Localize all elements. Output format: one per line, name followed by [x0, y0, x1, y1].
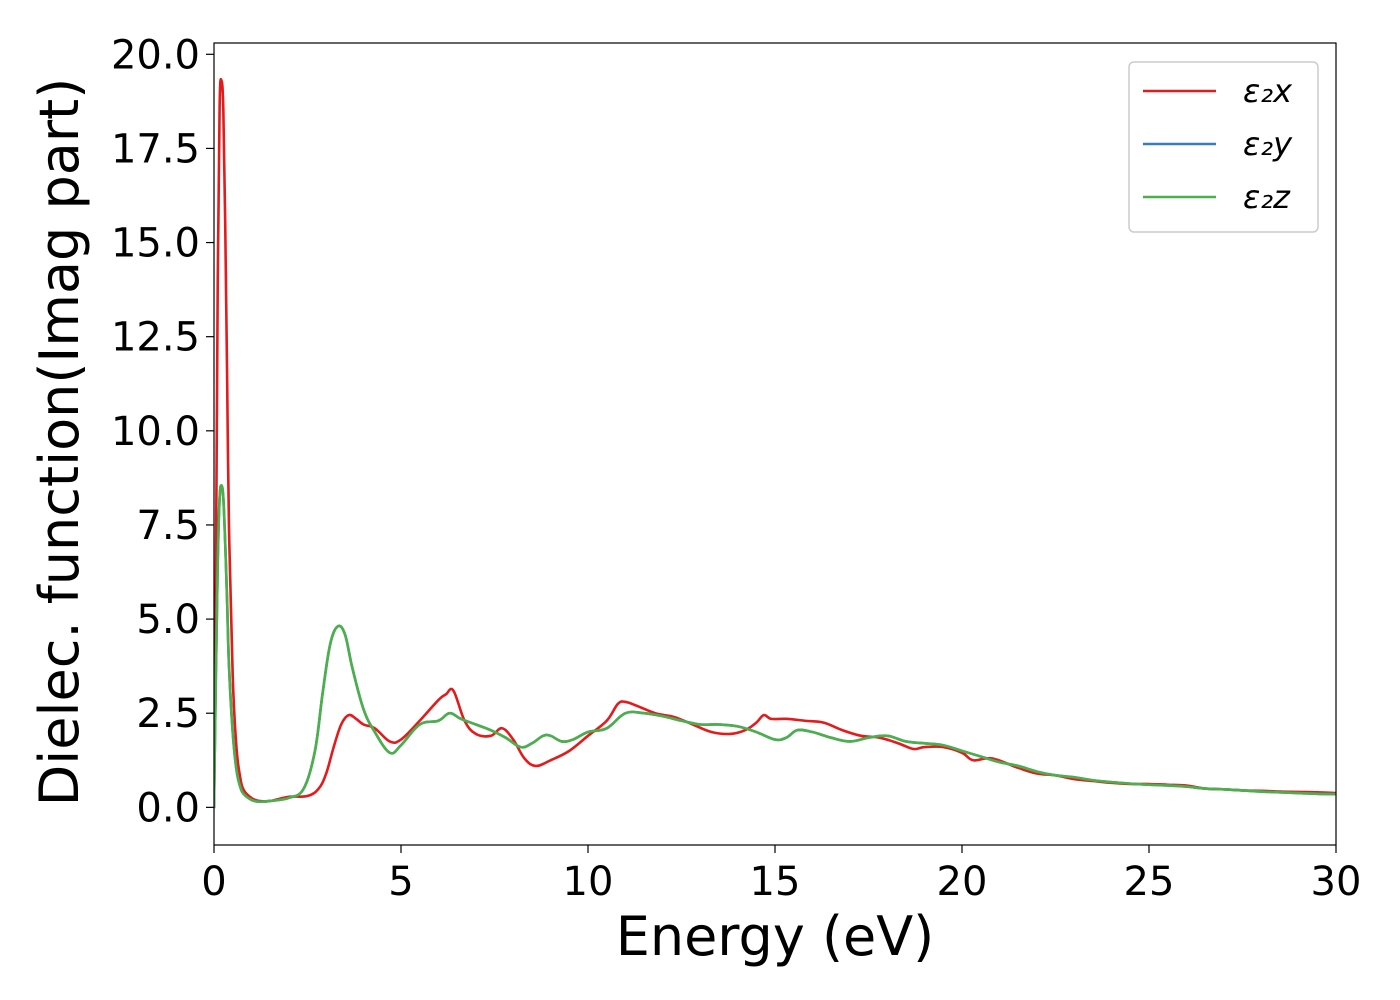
legend-box	[1128, 61, 1319, 233]
x-tick-label: 20	[937, 859, 988, 905]
x-tick-label: 25	[1124, 859, 1175, 905]
y-tick-label: 7.5	[136, 503, 200, 549]
x-tick-label: 10	[563, 859, 614, 905]
x-tick-label: 5	[388, 859, 413, 905]
y-tick-label: 2.5	[136, 691, 200, 737]
y-tick-label: 17.5	[111, 126, 200, 172]
y-tick-label: 0.0	[136, 785, 200, 831]
x-tick-label: 0	[201, 859, 226, 905]
x-tick-label: 30	[1311, 859, 1362, 905]
y-tick-label: 10.0	[111, 409, 200, 455]
series-line-3	[214, 484, 1336, 809]
y-tick-label: 20.0	[111, 32, 200, 78]
x-tick-label: 15	[750, 859, 801, 905]
y-tick-label: 15.0	[111, 221, 200, 267]
series-layer	[214, 77, 1336, 809]
legend: ε₂x ε₂y ε₂z	[1128, 61, 1319, 233]
legend-label: ε₂z	[1243, 178, 1291, 216]
y-tick-label: 12.5	[111, 315, 200, 361]
x-axis: 0 5 10 15 20 25 30	[201, 845, 1361, 905]
legend-label: ε₂y	[1243, 125, 1293, 163]
x-axis-title: Energy (eV)	[616, 905, 935, 968]
y-tick-label: 5.0	[136, 597, 200, 643]
series-line-2	[214, 484, 1336, 809]
legend-label: ε₂x	[1243, 72, 1293, 110]
y-axis-title: Dielec. function(Imag part)	[28, 78, 91, 807]
y-axis: 0.0 2.5 5.0 7.5 10.0 12.5 15.0 17.5 20.0	[111, 32, 214, 831]
